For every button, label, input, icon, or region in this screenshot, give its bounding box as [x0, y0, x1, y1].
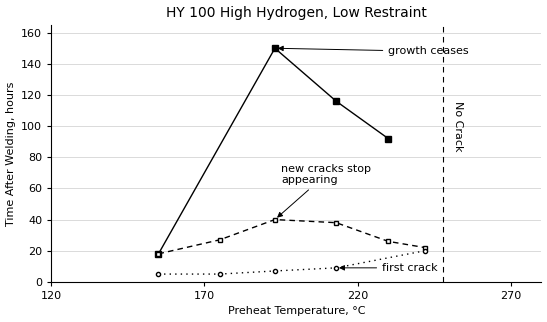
Text: growth ceases: growth ceases [279, 46, 469, 56]
Text: new cracks stop
appearing: new cracks stop appearing [278, 164, 371, 217]
Text: No Crack: No Crack [452, 101, 463, 151]
X-axis label: Preheat Temperature, °C: Preheat Temperature, °C [228, 307, 365, 317]
Text: first crack: first crack [340, 263, 438, 273]
Y-axis label: Time After Welding, hours: Time After Welding, hours [5, 81, 15, 226]
Title: HY 100 High Hydrogen, Low Restraint: HY 100 High Hydrogen, Low Restraint [166, 5, 427, 20]
